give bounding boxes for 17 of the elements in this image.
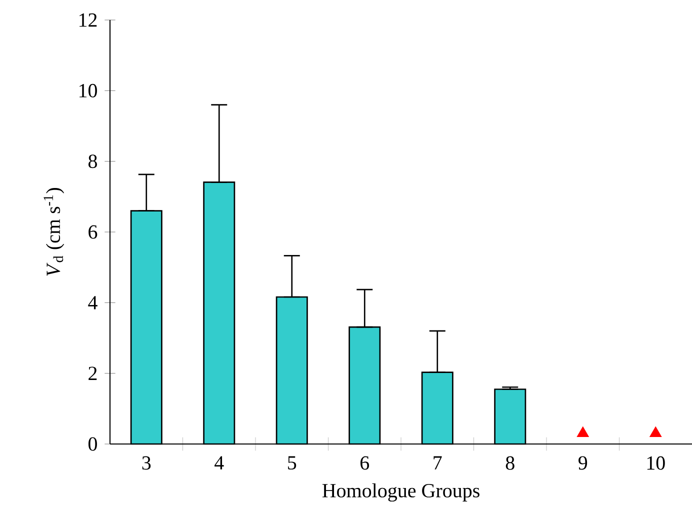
y-tick-label: 4 bbox=[88, 296, 98, 310]
x-tick-label: 4 bbox=[214, 456, 224, 470]
x-tick-label: 6 bbox=[360, 456, 370, 470]
y-axis-title: V$_{d}$ (cm s$^{-1}$) bbox=[44, 188, 64, 276]
x-tick-label: 7 bbox=[434, 456, 442, 470]
y-tick-label: 0 bbox=[88, 437, 97, 451]
y-tick-label: 10 bbox=[79, 84, 97, 98]
x-tick-label: 10 bbox=[647, 456, 665, 470]
x-tick-label: 9 bbox=[578, 456, 588, 470]
y-tick-label: 12 bbox=[79, 13, 97, 27]
x-axis-title: Homologue Groups bbox=[322, 483, 480, 502]
x-tick-label: 3 bbox=[142, 456, 151, 470]
y-tick-label: 2 bbox=[88, 366, 97, 380]
x-tick-label: 8 bbox=[506, 456, 514, 470]
x-tick-label: 5 bbox=[288, 456, 296, 470]
y-tick-label: 8 bbox=[88, 154, 97, 168]
y-tick-label: 6 bbox=[88, 225, 98, 239]
